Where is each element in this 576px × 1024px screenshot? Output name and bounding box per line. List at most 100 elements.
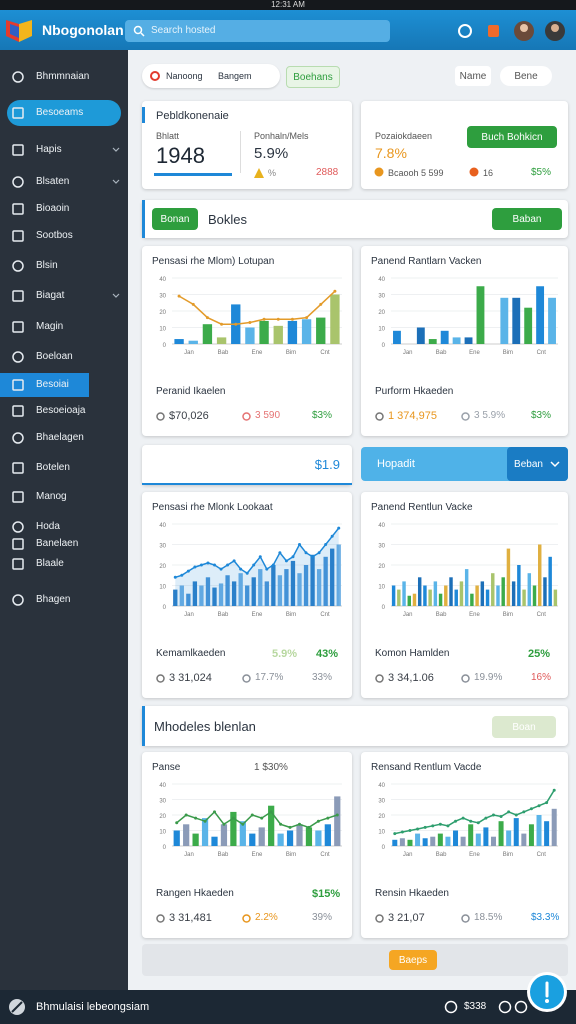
bar bbox=[483, 827, 489, 846]
view-button[interactable]: Bene bbox=[500, 66, 552, 86]
button-label: Baeps bbox=[398, 954, 428, 966]
nav-label[interactable]: Blsaten bbox=[36, 176, 70, 187]
nav-label[interactable]: Botelen bbox=[36, 462, 70, 473]
filter-pill[interactable]: Nanoong Bangem bbox=[142, 64, 280, 88]
nav-label[interactable]: Bhagen bbox=[36, 594, 71, 605]
nav-label[interactable]: Banelaen bbox=[36, 538, 79, 549]
bar bbox=[428, 589, 432, 606]
y-tick-label: 40 bbox=[159, 783, 166, 789]
x-tick-label: Ene bbox=[252, 852, 263, 858]
chart: 0 10 20 30 40 Jan Bab Ene Bim Cnt bbox=[159, 783, 342, 858]
logo[interactable] bbox=[6, 18, 32, 42]
y-tick-label: 40 bbox=[159, 523, 166, 529]
line-dot bbox=[461, 816, 465, 820]
icon-shape bbox=[12, 290, 24, 302]
value-text: $1.9 bbox=[314, 457, 340, 472]
refresh-icon[interactable] bbox=[458, 24, 472, 38]
nav-label[interactable]: Bhmmnaian bbox=[36, 71, 90, 82]
section-header: Bonan Bokles Baban bbox=[142, 200, 568, 238]
banner-button[interactable]: Beban bbox=[507, 447, 568, 481]
bar bbox=[239, 821, 246, 846]
line-dot bbox=[173, 575, 177, 579]
nav-label[interactable]: Magin bbox=[36, 321, 64, 332]
footer-button[interactable]: Baeps bbox=[389, 950, 437, 970]
bar bbox=[543, 577, 547, 606]
nav-active[interactable] bbox=[0, 373, 89, 397]
bar bbox=[393, 330, 401, 344]
nav-label[interactable]: Manog bbox=[36, 491, 67, 502]
nav-label[interactable]: Blsin bbox=[36, 260, 58, 271]
line-dot bbox=[250, 813, 254, 817]
line-dot bbox=[262, 317, 266, 321]
bar bbox=[460, 836, 466, 846]
y-tick-label: 40 bbox=[378, 523, 385, 529]
y-tick-label: 20 bbox=[159, 814, 166, 820]
help-button[interactable] bbox=[525, 970, 569, 1014]
bar bbox=[205, 577, 211, 606]
nav-label[interactable]: Sootbos bbox=[36, 230, 73, 241]
section-button[interactable]: Boan bbox=[492, 716, 556, 738]
nav-label[interactable]: Hapis bbox=[36, 144, 62, 155]
bar bbox=[231, 581, 237, 606]
line-dot bbox=[220, 322, 224, 326]
bar bbox=[527, 573, 532, 606]
line-dot bbox=[335, 813, 339, 817]
nav-pill[interactable] bbox=[7, 100, 121, 126]
line-dot bbox=[552, 788, 556, 792]
line-dot bbox=[206, 561, 210, 565]
x-tick-label: Jan bbox=[403, 612, 413, 618]
search-box[interactable]: Search hosted bbox=[125, 20, 390, 42]
nav-label[interactable]: Blaale bbox=[36, 558, 64, 569]
x-tick-label: Ene bbox=[469, 852, 480, 858]
x-tick-label: Jan bbox=[403, 852, 413, 858]
y-tick-label: 30 bbox=[159, 799, 166, 805]
bar bbox=[258, 827, 265, 846]
icon-shape bbox=[12, 594, 24, 606]
header-icons bbox=[458, 21, 565, 41]
button-label: Baban bbox=[512, 213, 542, 225]
nav-label[interactable]: Bhaelagen bbox=[36, 432, 84, 443]
line-dot bbox=[186, 569, 190, 573]
nav-label[interactable]: Besoiai bbox=[36, 379, 69, 390]
icon-shape bbox=[242, 674, 251, 683]
sort-button[interactable]: Name bbox=[455, 66, 491, 86]
bar bbox=[415, 833, 421, 846]
tag-button[interactable]: Boehans bbox=[286, 66, 340, 88]
nav-label[interactable]: Boeloan bbox=[36, 351, 73, 362]
bar bbox=[452, 337, 461, 344]
kpi-note: 16 bbox=[483, 168, 494, 178]
status-bar: 12:31 AM bbox=[0, 0, 576, 10]
line-dot bbox=[484, 816, 488, 820]
kpi-card: Pebldkonenaie Bhlatt 1948 Ponhaln/Mels 5… bbox=[142, 101, 352, 189]
nav-label[interactable]: Bioaoin bbox=[36, 203, 70, 214]
nav-label[interactable]: Besoeams bbox=[36, 107, 84, 118]
section-button[interactable]: Bonan bbox=[152, 208, 198, 230]
bar bbox=[245, 327, 255, 344]
chart: 0 10 20 30 40 Jan Bab Ene Bim Cnt bbox=[378, 523, 558, 618]
bar bbox=[423, 585, 427, 606]
nav-label[interactable]: Besoeioaja bbox=[36, 405, 86, 416]
stat: 3 31,481 bbox=[169, 912, 212, 924]
footer-stat: $15% bbox=[312, 888, 341, 900]
x-tick-label: Bab bbox=[436, 852, 447, 858]
line-dot bbox=[232, 559, 236, 563]
icon-shape bbox=[12, 351, 24, 363]
x-tick-label: Bab bbox=[436, 612, 447, 618]
line-dot bbox=[324, 543, 328, 546]
nav-icon bbox=[12, 405, 24, 417]
nav-label[interactable]: Hoda bbox=[36, 521, 60, 532]
chevron bbox=[112, 179, 120, 184]
kpi-button[interactable]: Buch Bohkicn bbox=[467, 126, 557, 148]
search-placeholder: Search hosted bbox=[151, 25, 216, 36]
icon-shape bbox=[12, 176, 24, 188]
icon-shape bbox=[12, 230, 24, 242]
chart-footer-label: Purform Hkaeden bbox=[375, 386, 454, 397]
nav-label[interactable]: Biagat bbox=[36, 290, 65, 301]
icon-shape bbox=[375, 674, 384, 683]
x-tick-label: Jan bbox=[184, 852, 194, 858]
nav-icon bbox=[12, 290, 24, 302]
notification-icon[interactable] bbox=[488, 25, 499, 37]
line-dot bbox=[180, 573, 184, 577]
section-action[interactable]: Baban bbox=[492, 208, 562, 230]
y-tick-label: 30 bbox=[378, 799, 385, 805]
